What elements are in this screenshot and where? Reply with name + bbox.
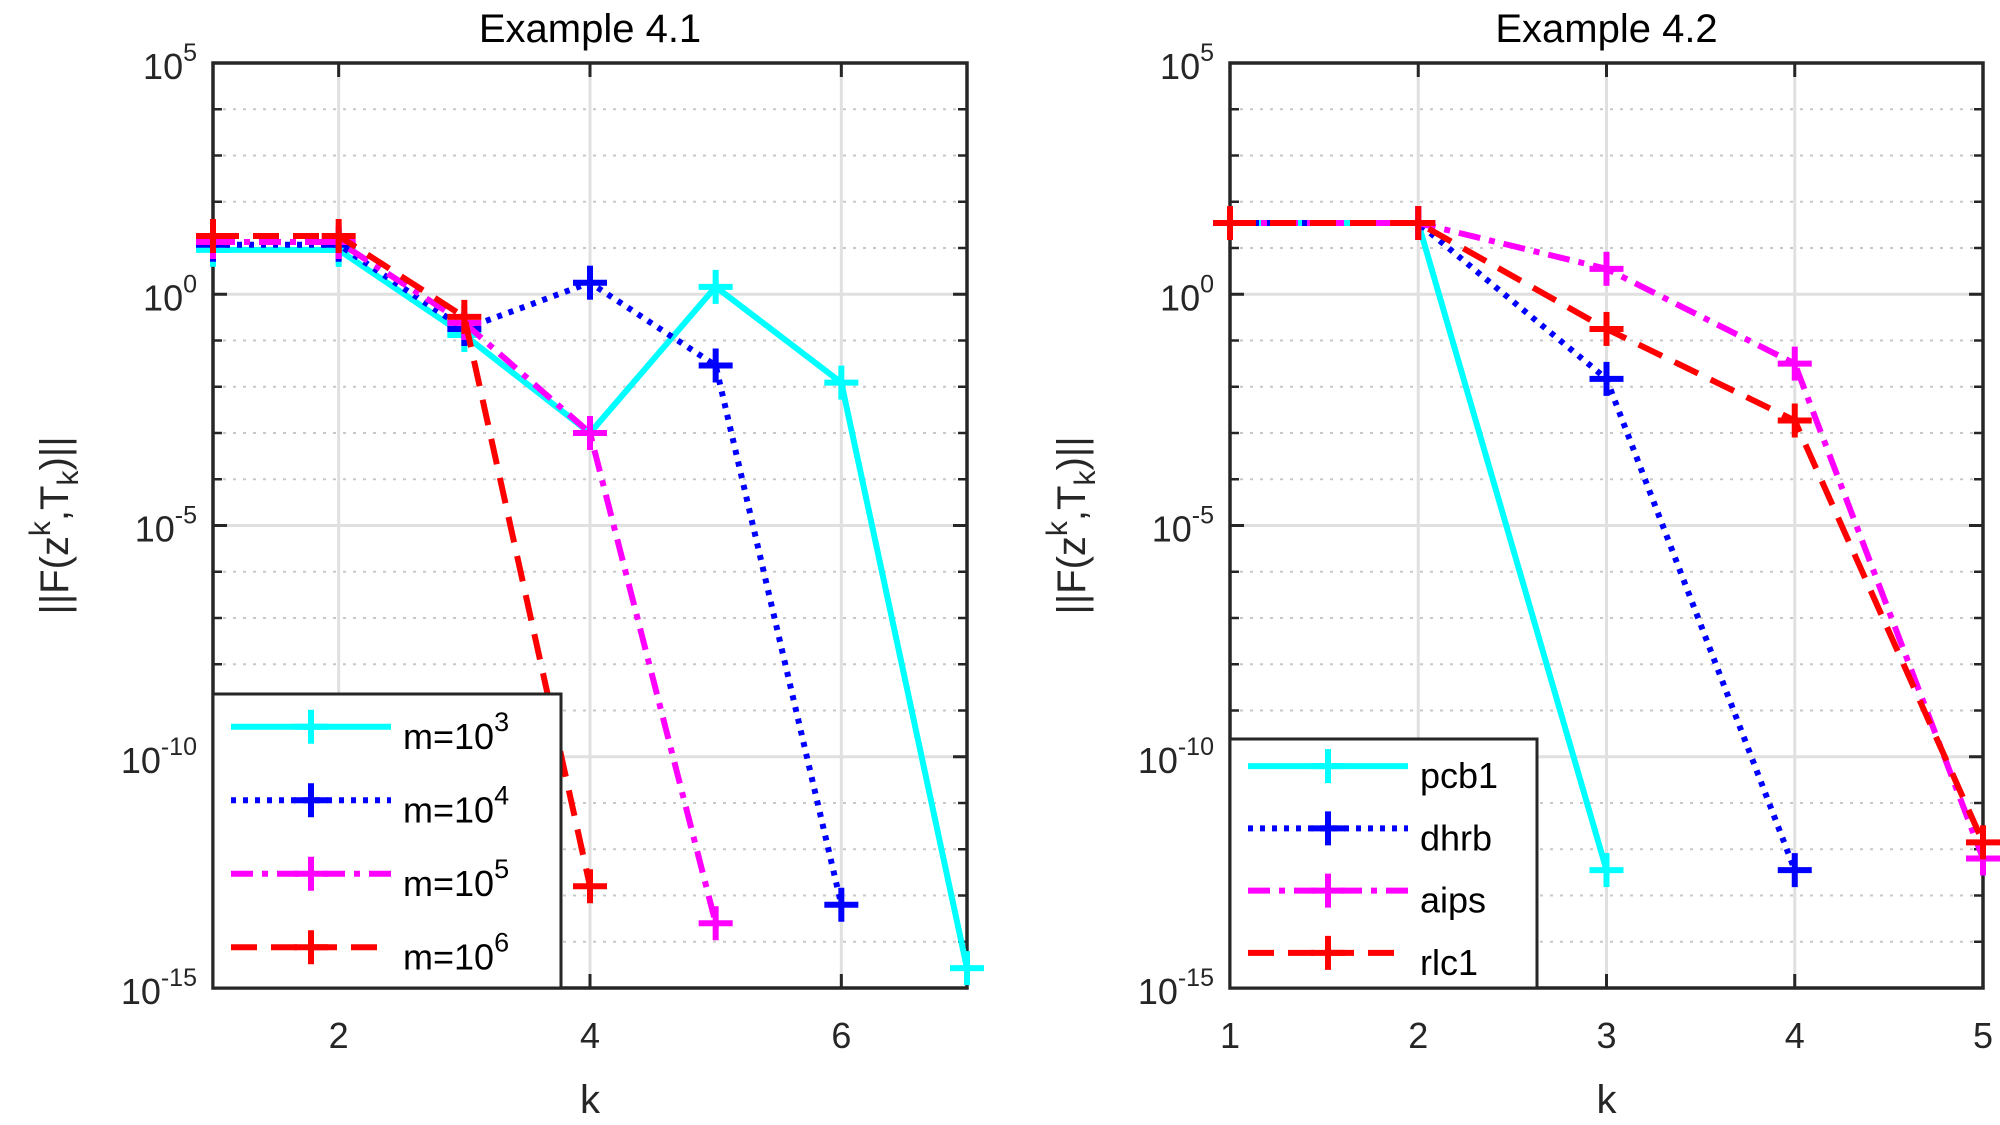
data-point-aips — [1589, 251, 1624, 286]
legend-box — [1228, 737, 1539, 990]
legend-label: m=103 — [403, 707, 509, 757]
x-tick-label: 2 — [1408, 1015, 1428, 1056]
data-point-pcb1 — [1589, 853, 1624, 888]
chart-panel-1: 105 100 10-5 10-10 10-15 2 4 6 Example 4.1 k ||F(z… — [24, 7, 984, 1122]
y-tick-label: 10-5 — [1152, 502, 1214, 550]
data-point-m-10-5 — [698, 906, 733, 941]
legend-box — [211, 692, 563, 990]
data-point-dhrb — [1777, 853, 1812, 888]
chart-panel-2: 105 100 10-5 10-10 10-151 2 3 4 5 Example 4.2 k ||F… — [1041, 7, 2000, 1122]
chart-title: Example 4.2 — [1495, 7, 1717, 51]
data-point-m-10-4 — [824, 887, 859, 922]
x-axis-label: k — [1597, 1078, 1618, 1122]
legend-label: m=105 — [403, 854, 509, 904]
data-point-m-10-3 — [950, 951, 984, 986]
x-tick-label: 2 — [329, 1015, 349, 1056]
legend-item: rlc1 — [1248, 935, 1478, 983]
legend-item: m=104 — [231, 780, 509, 830]
data-point-m-10-6 — [196, 218, 230, 253]
data-point-m-10-5 — [573, 416, 607, 450]
legend: m=103 m=104 m=105 m=106 — [211, 692, 563, 990]
data-point-rlc1 — [1777, 403, 1812, 438]
data-point-rlc1 — [1401, 206, 1436, 241]
x-tick-label: 3 — [1596, 1015, 1616, 1056]
y-tick-label: 10-10 — [121, 733, 197, 781]
data-point-m-10-3 — [698, 269, 733, 304]
axes-frame — [211, 61, 969, 990]
y-tick-label: 105 — [143, 39, 197, 87]
legend-item: pcb1 — [1248, 749, 1498, 796]
y-tick-label: 100 — [1160, 270, 1214, 318]
legend-item: dhrb — [1248, 811, 1492, 858]
data-point-m-10-6 — [573, 869, 607, 904]
x-axis-label: k — [580, 1078, 601, 1122]
x-tick-label: 4 — [580, 1015, 600, 1056]
data-point-rlc1 — [1213, 206, 1247, 241]
data-point-aips — [1777, 346, 1812, 381]
x-tick-label: 1 — [1220, 1015, 1240, 1056]
data-point-dhrb — [1589, 361, 1624, 396]
y-tick-label: 10-15 — [1138, 964, 1214, 1012]
data-point-rlc1 — [1966, 825, 2000, 860]
axes-frame — [1228, 61, 1985, 990]
data-point-rlc1 — [1589, 311, 1624, 346]
data-point-m-10-6 — [447, 299, 482, 334]
series-line-m-10-5 — [213, 238, 719, 924]
legend-label: dhrb — [1420, 817, 1492, 858]
legend-label: m=106 — [403, 927, 509, 977]
data-point-m-10-6 — [321, 218, 356, 253]
series-line-m-10-6 — [213, 232, 593, 887]
legend-label: m=104 — [403, 780, 509, 830]
legend-item: m=105 — [231, 854, 509, 904]
chart-title: Example 4.1 — [479, 7, 701, 51]
legend-label: rlc1 — [1420, 942, 1478, 983]
y-tick-label: 105 — [1160, 39, 1214, 87]
y-axis-label: ||F(zk,Tk)|| — [24, 436, 85, 614]
legend-label: pcb1 — [1420, 755, 1498, 796]
data-point-m-10-4 — [573, 265, 607, 300]
y-tick-label: 10-15 — [121, 964, 197, 1012]
y-tick-label: 10-5 — [135, 502, 197, 550]
legend-item: m=103 — [231, 707, 509, 757]
legend-item: aips — [1248, 873, 1486, 921]
y-tick-label: 10-10 — [1138, 733, 1214, 781]
x-tick-label: 4 — [1785, 1015, 1805, 1056]
x-tick-label: 6 — [831, 1015, 851, 1056]
data-point-m-10-4 — [698, 348, 733, 383]
y-tick-label: 100 — [143, 270, 197, 318]
legend-label: aips — [1420, 880, 1486, 921]
legend: pcb1 dhrb aips rlc1 — [1228, 737, 1539, 990]
legend-item: m=106 — [231, 927, 509, 977]
x-tick-label: 5 — [1973, 1015, 1993, 1056]
y-axis-label: ||F(zk,Tk)|| — [1041, 436, 1102, 614]
data-point-m-10-3 — [824, 365, 859, 400]
